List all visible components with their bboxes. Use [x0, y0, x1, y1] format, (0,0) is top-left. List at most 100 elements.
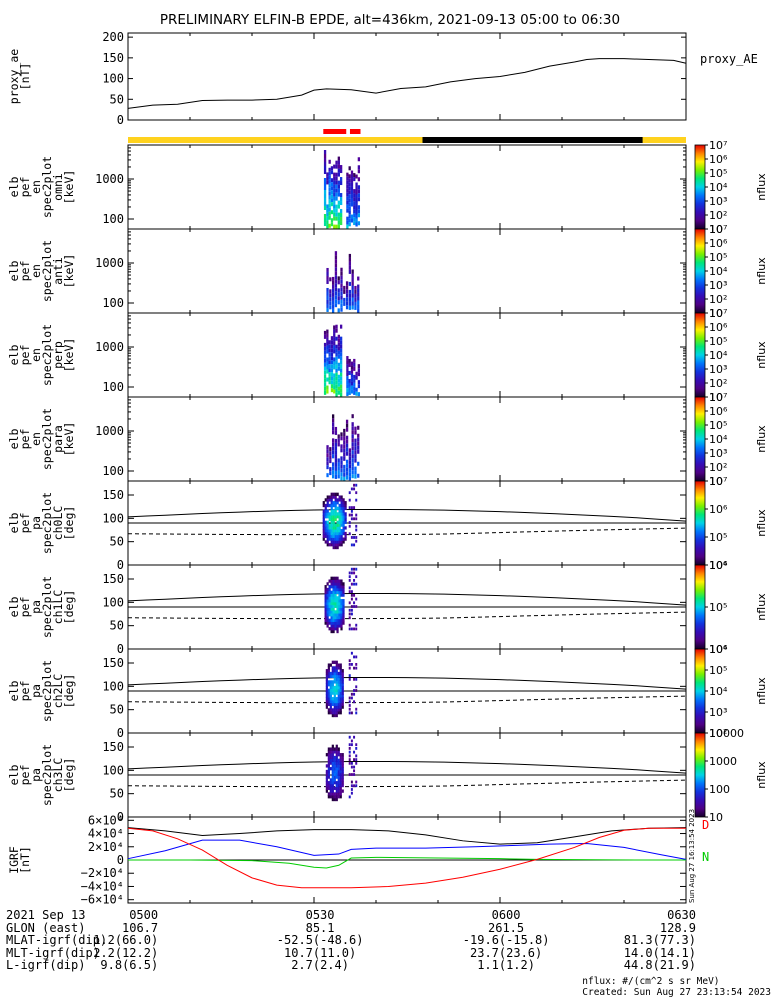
colorbar-tick: 100: [709, 783, 730, 796]
igrf-series-R: [127, 827, 686, 889]
side-stamp: Sun Aug 27 16:13:54 2023: [688, 809, 696, 903]
svg-text:elb: elb: [7, 597, 21, 618]
svg-text:[deg]: [deg]: [62, 590, 76, 625]
y-tick-label: −2×10⁴: [81, 866, 124, 880]
y-tick-label: −6×10⁴: [81, 893, 124, 907]
svg-text:elb: elb: [7, 513, 21, 534]
state-bar-yellow: [128, 137, 686, 143]
colorbar-tick: 10⁷: [709, 391, 727, 404]
loss-cone-line: [127, 676, 687, 690]
colorbar-label: nflux: [755, 761, 768, 789]
y-tick-label: 50: [110, 619, 124, 633]
y-tick-label: 100: [102, 595, 124, 609]
y-tick-label: 100: [102, 679, 124, 693]
svg-text:elb: elb: [7, 681, 21, 702]
panel-en_anti: [127, 228, 687, 314]
colorbar-tick: 10: [709, 223, 723, 236]
y-tick-label: 0: [117, 726, 124, 740]
colorbar-tick: 10⁶: [709, 643, 728, 656]
svg-text:[keV]: [keV]: [62, 170, 76, 205]
y-tick-label: 100: [102, 72, 124, 86]
svg-text:ch2LC: ch2LC: [51, 674, 65, 709]
svg-text:spec2plot: spec2plot: [40, 744, 54, 806]
footer-notes: nflux: #/(cm^2 s sr MeV) Created: Sun Au…: [582, 976, 771, 998]
loss-cone-line: [127, 760, 687, 774]
svg-text:[nT]: [nT]: [18, 846, 32, 874]
colorbar-label: nflux: [755, 425, 768, 453]
colorbar-label: nflux: [755, 173, 768, 201]
proxy-ae-legend: proxy_AE: [700, 52, 758, 66]
pitch-angle-spectrogram: [325, 651, 358, 718]
proxy-ae-panel: [127, 32, 687, 121]
footer-row-value: -52.5(-48.6): [276, 933, 364, 947]
y-tick-label: 0: [117, 853, 124, 867]
colorbar-tick: 10³: [709, 195, 727, 208]
y-tick-label: 0: [117, 642, 124, 656]
svg-text:pa: pa: [29, 600, 43, 614]
svg-text:elb: elb: [7, 765, 21, 786]
y-tick-label: 50: [110, 703, 124, 717]
svg-text:en: en: [29, 180, 43, 194]
footer-row-value: 0630: [667, 908, 696, 922]
colorbar-tick: 10⁴: [709, 265, 728, 278]
footer-row: MLT-igrf(dip) 2.2(12.2) 10.7(11.0) 23.7(23.…: [6, 945, 771, 960]
svg-text:en: en: [29, 348, 43, 362]
legend-d: D: [702, 818, 709, 832]
spectrogram-pixels: [323, 324, 361, 397]
footer-row-value: 0500: [129, 908, 159, 922]
anti-loss-cone-line: [127, 527, 687, 536]
svg-text:[deg]: [deg]: [62, 758, 76, 793]
svg-text:elb: elb: [7, 345, 21, 366]
colorbar-label: nflux: [755, 341, 768, 369]
svg-text:en: en: [29, 264, 43, 278]
science-bar-red: [349, 129, 361, 134]
proxy-ae-ylabel: proxy_ae[nT]: [7, 49, 32, 104]
svg-text:elb: elb: [7, 429, 21, 450]
svg-text:pef: pef: [18, 261, 32, 282]
svg-text:[keV]: [keV]: [62, 254, 76, 289]
y-tick-label: 100: [102, 212, 124, 226]
y-tick-label: 50: [110, 787, 124, 801]
colorbar-tick: 10⁴: [709, 685, 728, 698]
svg-text:elb: elb: [7, 261, 21, 282]
colorbar-tick: 10⁵: [709, 664, 727, 677]
colorbar-tick: 10: [709, 307, 723, 320]
y-tick-label: 100: [102, 511, 124, 525]
colorbar-tick: 10⁵: [709, 335, 727, 348]
svg-text:anti: anti: [51, 257, 65, 285]
footer-row-value: 261.5: [488, 920, 525, 935]
colorbar-tick: 10³: [709, 706, 727, 719]
y-tick-label: 200: [102, 30, 124, 44]
svg-text:ch1LC: ch1LC: [51, 590, 65, 625]
svg-text:spec2plot: spec2plot: [40, 576, 54, 638]
colorbar-tick: 10⁶: [709, 559, 728, 572]
colorbar-tick: 10⁷: [709, 475, 727, 488]
orbit-footer: 2021 Sep 13 0500 0530 0600 0630 GLON (east) 10…: [6, 909, 771, 972]
footer-row-label: GLON (east): [6, 920, 86, 935]
colorbar-tick: 10³: [709, 447, 727, 460]
footer-row-value: 14.0(14.1): [623, 945, 696, 960]
y-tick-label: 50: [110, 535, 124, 549]
colorbar-tick: 10²: [709, 461, 727, 474]
colorbar-tick: 10⁶: [709, 153, 728, 166]
svg-text:omni: omni: [51, 173, 65, 201]
colorbar-tick: 10⁶: [709, 405, 728, 418]
proxy-ae-line: [127, 58, 687, 109]
colorbar-ch2lc: 10² 10³ 10⁴ 10⁵ 10⁶ nflux: [694, 643, 768, 740]
colorbar-label: nflux: [755, 509, 768, 537]
igrf-series-D: [127, 827, 687, 845]
svg-text:perp: perp: [51, 341, 65, 369]
y-tick-label: 150: [102, 488, 124, 502]
footer-row-value: 0600: [491, 908, 521, 922]
colorbar-tick: 10⁵: [709, 167, 727, 180]
footer-row-value: 2.2(12.2): [93, 945, 159, 960]
pitch-angle-spectrogram: [325, 735, 358, 802]
y-tick-label: −4×10⁴: [81, 879, 124, 893]
svg-text:ch0LC: ch0LC: [51, 506, 65, 541]
footer-row-label: MLT-igrf(dip): [6, 945, 100, 960]
panel-en_omni: [127, 144, 687, 230]
colorbar-tick: 10000: [709, 727, 744, 740]
